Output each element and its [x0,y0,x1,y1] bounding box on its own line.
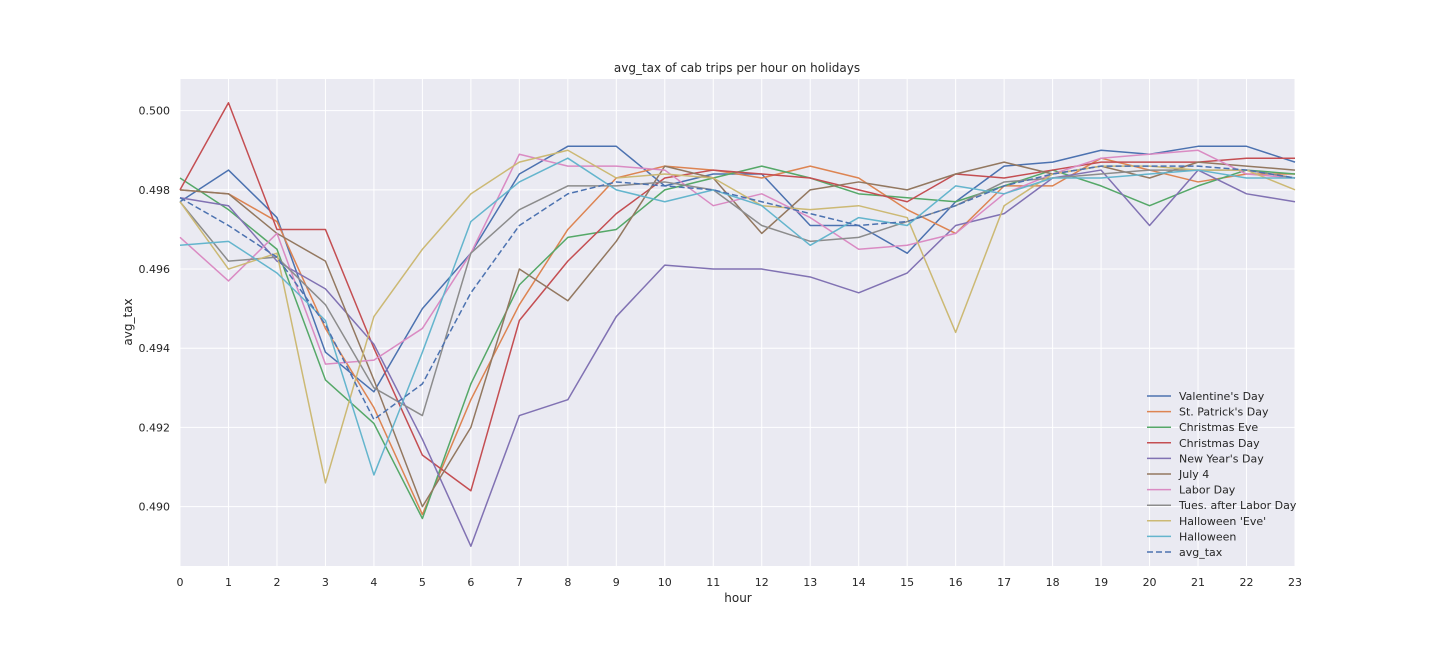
series-line-avg-tax [179,165,1296,421]
x-tick-label: 22 [1240,576,1254,589]
y-tick-label: 0.494 [139,342,171,355]
legend-label: Halloween 'Eve' [1179,515,1266,528]
x-tick-label: 14 [852,576,866,589]
legend-label: Tues. after Labor Day [1178,499,1297,512]
series-line-halloween [179,157,1295,476]
x-tick-label: 6 [467,576,474,589]
legend-label: Halloween [1179,530,1236,543]
x-tick-label: 21 [1191,576,1205,589]
series-line-labor-day [179,149,1296,365]
y-tick-label: 0.500 [139,105,171,118]
legend: Valentine's Day St. Patrick's Day Christma… [1147,390,1297,559]
x-tick-label: 13 [803,576,817,589]
x-tick-label: 0 [177,576,184,589]
series-line-st-patrick-s-day [179,157,1295,516]
y-tick-label: 0.492 [139,421,171,434]
x-tick-label: 5 [419,576,426,589]
y-tick-label: 0.496 [139,263,171,276]
x-tick-label: 2 [273,576,280,589]
y-tick-label: 0.498 [139,184,171,197]
legend-label: Labor Day [1179,484,1236,497]
x-axis-label: hour [724,591,752,605]
legend-label: New Year's Day [1179,452,1264,465]
x-tick-label: 12 [755,576,769,589]
series-lines [179,102,1296,547]
x-tick-label: 16 [949,576,963,589]
x-tick-label: 3 [322,576,329,589]
y-axis-label: avg_tax [121,298,135,345]
x-tick-label: 23 [1288,576,1302,589]
x-tick-label: 1 [225,576,232,589]
legend-label: avg_tax [1179,546,1223,559]
legend-label: Valentine's Day [1179,390,1265,403]
x-tick-label: 20 [1143,576,1157,589]
x-tick-label: 10 [658,576,672,589]
legend-label: Christmas Eve [1179,421,1258,434]
series-line-new-year-s-day [179,169,1296,547]
x-tick-label: 9 [613,576,620,589]
x-tick-label: 4 [370,576,377,589]
x-tick-label: 11 [706,576,720,589]
legend-label: St. Patrick's Day [1179,406,1269,419]
y-tick-labels: 0.490 0.492 0.494 0.496 0.498 0.500 [139,105,171,514]
x-tick-label: 18 [1046,576,1060,589]
x-tick-labels: 0 1 2 3 4 5 6 7 8 9 10 11 12 13 14 15 16 17 18 19 20 21 22 23 [177,576,1303,589]
x-tick-label: 19 [1094,576,1108,589]
chart-title: avg_tax of cab trips per hour on holiday… [614,61,860,75]
series-line-christmas-day [179,102,1295,492]
x-tick-label: 17 [997,576,1011,589]
y-tick-label: 0.490 [139,501,171,514]
series-line-tues-after-labor-day [179,169,1296,417]
x-tick-label: 8 [564,576,571,589]
x-tick-label: 7 [516,576,523,589]
legend-label: July 4 [1178,468,1209,481]
x-tick-label: 15 [900,576,914,589]
legend-label: Christmas Day [1179,437,1260,450]
